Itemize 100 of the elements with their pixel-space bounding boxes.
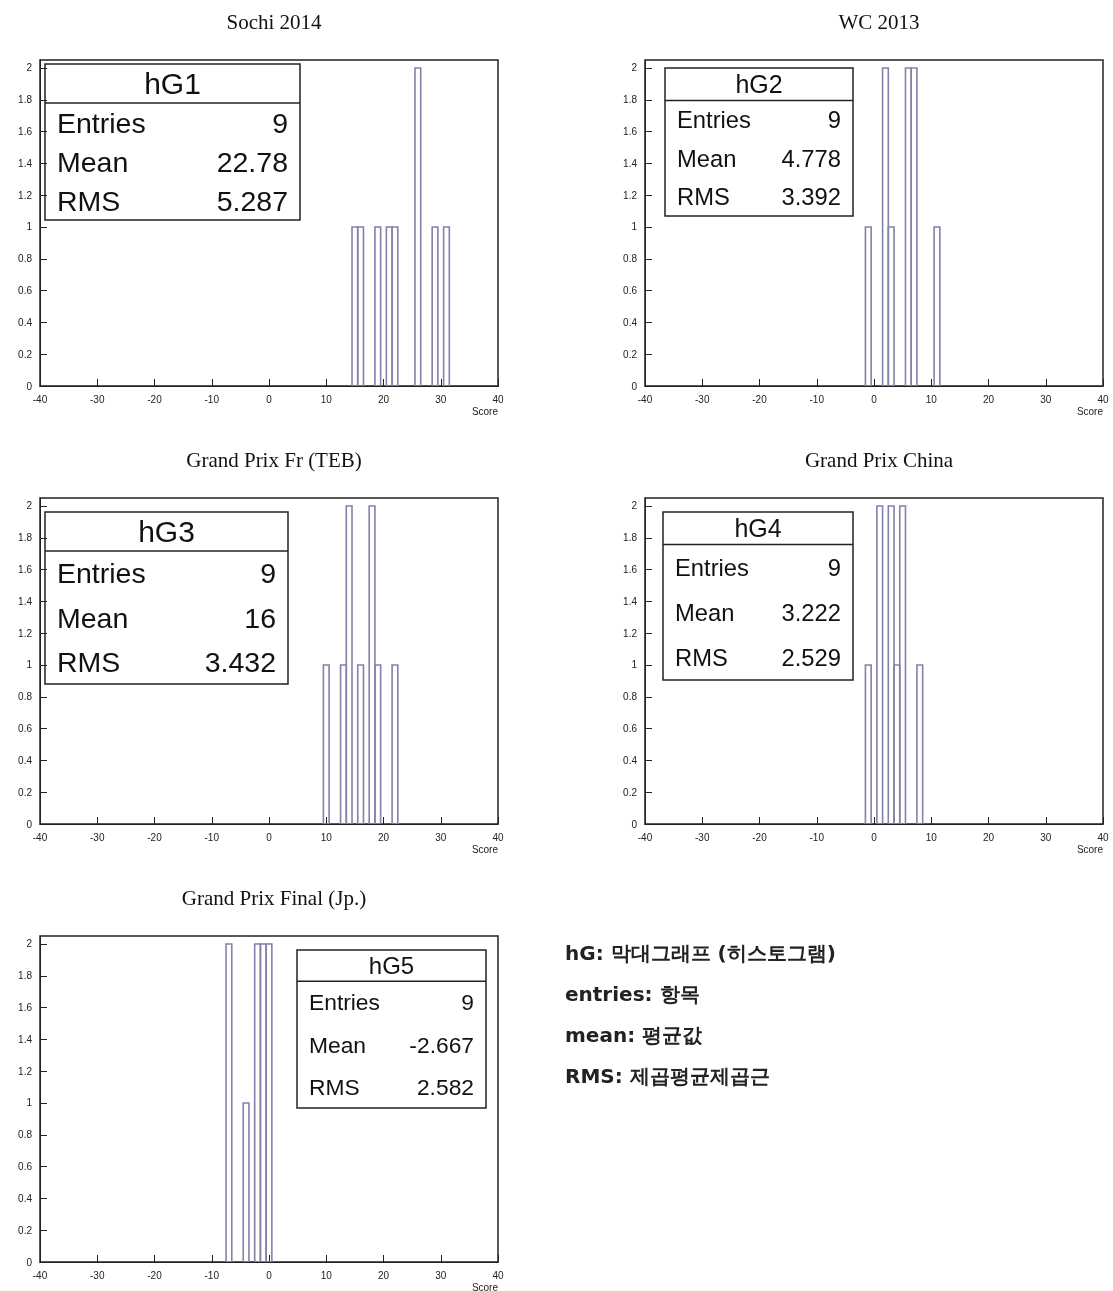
annotation: 9 [461,989,474,1016]
text: RMS: 제곱평균제곱근 [565,1063,771,1090]
y-tick-label: 0.2 [623,348,638,360]
annotation: 5.287 [216,184,288,217]
annotation: hG3 [138,515,195,548]
annotation: Mean [675,598,735,626]
annotation: Entries [309,989,380,1016]
y-tick-label: 1.8 [18,970,33,982]
y-tick-label: 1.8 [18,532,33,544]
y-tick-label: 0.4 [18,1192,33,1204]
y-tick-label: 0.6 [623,285,638,297]
annotation: Mean [677,144,737,172]
x-axis-title: Score [471,405,499,417]
y-tick-label: 0.2 [623,786,638,798]
annotation: hG2 [735,70,783,99]
y-tick-label: 1.6 [623,126,638,138]
annotation: Mean [57,145,129,178]
x-tick-label: -10 [204,1269,220,1281]
y-tick-label: 1.2 [18,1065,33,1077]
chart-title: Sochi 2014 [226,9,323,34]
y-tick-label: 0.4 [18,316,33,328]
y-tick-label: 1 [26,221,33,233]
x-tick-label: -30 [90,1269,105,1281]
x-tick-label: -30 [90,831,105,843]
y-tick-label: 0.8 [18,253,33,265]
x-tick-label: -10 [809,393,825,405]
x-tick-label: 30 [1040,393,1052,405]
y-tick-label: 1.6 [623,564,638,576]
annotation: 2.582 [416,1073,474,1100]
x-tick-label: 20 [982,831,995,843]
x-tick-label: -40 [32,831,48,843]
x-tick-label: -20 [752,831,768,843]
y-tick-label: 0.6 [623,723,638,735]
x-tick-label: -20 [147,393,163,405]
text: hG: 막대그래프 (히스토그램) [565,940,836,967]
text: mean: 평균값 [565,1022,704,1049]
x-tick-label: 0 [266,1269,273,1281]
x-tick-label: 0 [871,831,878,843]
x-tick-label: 10 [320,1269,333,1281]
annotation: 9 [272,106,288,139]
annotation: 16 [244,601,276,634]
x-tick-label: 10 [320,393,333,405]
x-tick-label: -30 [695,831,710,843]
y-tick-label: 2 [26,500,33,512]
x-tick-label: 10 [320,831,333,843]
x-tick-label: 20 [377,1269,390,1281]
y-tick-label: 0.8 [18,691,33,703]
x-tick-label: 10 [925,831,938,843]
y-tick-label: 1.2 [18,627,33,639]
annotation: 3.432 [204,645,276,678]
chart-title: Grand Prix China [804,447,954,472]
annotation: 9 [827,553,841,581]
y-tick-label: 0.4 [623,754,638,766]
x-tick-label: -30 [695,393,710,405]
annotation: RMS [57,645,121,678]
y-tick-label: 0.4 [18,754,33,766]
x-tick-label: -40 [32,1269,48,1281]
x-axis-title: Score [1076,405,1104,417]
y-tick-label: 2 [26,938,33,950]
annotation: 9 [827,106,841,134]
y-tick-label: 0.6 [18,1161,33,1173]
y-tick-label: 1.8 [623,532,638,544]
annotation: hG4 [734,514,782,543]
annotation: RMS [677,183,730,211]
y-tick-label: 2 [631,500,638,512]
x-tick-label: 40 [492,393,504,405]
y-tick-label: 0.2 [18,1224,33,1236]
y-tick-label: 1.6 [18,564,33,576]
x-tick-label: 30 [435,1269,447,1281]
x-tick-label: 40 [492,831,504,843]
y-tick-label: 0 [26,818,33,830]
y-tick-label: 0.8 [623,253,638,265]
annotation: Mean [57,601,129,634]
y-tick-label: 0 [631,380,638,392]
y-tick-label: 0.8 [18,1129,33,1141]
x-tick-label: -40 [637,831,653,843]
y-tick-label: 0 [631,818,638,830]
y-tick-label: 1.4 [623,595,638,607]
y-tick-label: 0.2 [18,348,33,360]
annotation: hG5 [368,952,415,980]
x-tick-label: 10 [925,393,938,405]
y-tick-label: 0.8 [623,691,638,703]
x-tick-label: 0 [871,393,878,405]
y-tick-label: 1.4 [18,595,33,607]
y-tick-label: 0.2 [18,786,33,798]
x-tick-label: 20 [377,831,390,843]
x-tick-label: 40 [1097,831,1109,843]
chart-title: WC 2013 [838,9,920,34]
annotation: -2.667 [409,1031,474,1058]
y-tick-label: 0 [26,380,33,392]
annotation: 9 [260,557,276,590]
x-tick-label: 0 [266,831,273,843]
y-tick-label: 1 [26,1097,33,1109]
annotation: 3.222 [781,598,841,626]
x-tick-label: 20 [377,393,390,405]
text: entries: 항목 [565,981,701,1008]
y-tick-label: 1.6 [18,1002,33,1014]
y-tick-label: 2 [631,62,638,74]
annotation: 22.78 [216,145,288,178]
x-tick-label: -40 [32,393,48,405]
